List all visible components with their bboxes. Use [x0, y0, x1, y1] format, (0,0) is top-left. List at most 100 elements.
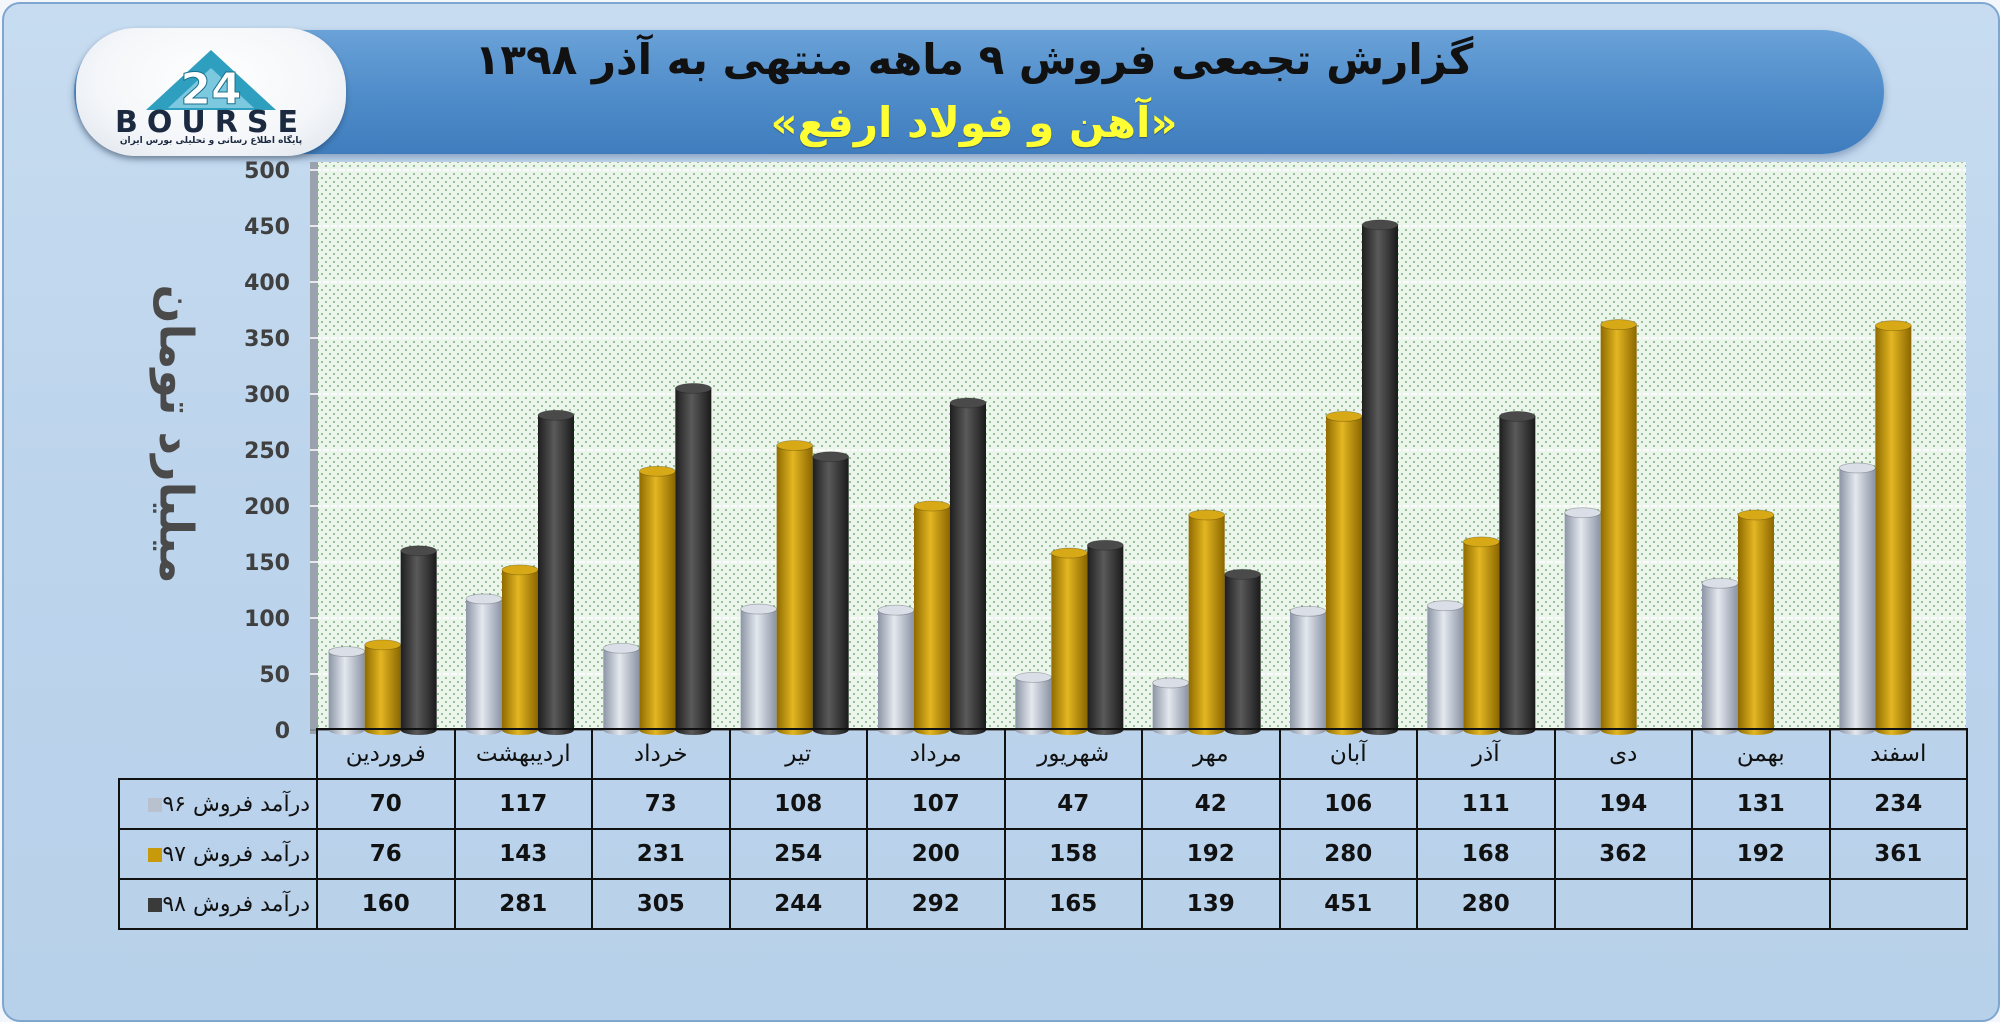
y-tick-label: 500 [244, 159, 290, 184]
bar-body [1188, 514, 1225, 730]
bar-top [1462, 536, 1500, 548]
bar-top [1361, 219, 1399, 231]
data-table: فروردین اردیبهشت خرداد تیر مرداد شهریور مهر آبا… [118, 728, 1968, 930]
bar-body [675, 388, 712, 730]
bourse-logo: 24 [76, 28, 346, 156]
data-label: 42 [1141, 778, 1281, 830]
data-label: 280 [1416, 878, 1556, 930]
bar-body [538, 415, 574, 730]
legend-swatch [148, 847, 163, 862]
bar-top [1086, 539, 1124, 551]
y-tick-label: 450 [244, 215, 290, 240]
x-tick-label: دی [1553, 728, 1693, 780]
bar [1188, 509, 1226, 735]
x-tick-label: خرداد [591, 728, 731, 780]
bar-top [501, 564, 539, 576]
bar-body [1290, 611, 1326, 730]
bar-body [1875, 325, 1912, 730]
data-label: 192 [1691, 828, 1831, 880]
data-label: 451 [1278, 878, 1418, 930]
bar-body [1564, 512, 1601, 730]
data-label: 73 [591, 778, 731, 830]
x-tick-label: شهریور [1003, 728, 1143, 780]
bar-top [537, 409, 575, 421]
bar [1152, 677, 1190, 735]
data-label: 361 [1828, 828, 1968, 880]
bar [465, 593, 503, 735]
x-tick-label: اسفند [1828, 728, 1968, 780]
title-banner [74, 30, 1884, 154]
data-label: 76 [316, 828, 456, 880]
24-bourse-logo-icon: 24 [146, 50, 276, 116]
bar-top [1152, 677, 1190, 689]
bar [1086, 539, 1124, 735]
x-tick-label: تیر [728, 728, 868, 780]
bar [1224, 568, 1262, 735]
data-label: 108 [728, 778, 868, 830]
table-row: درآمد فروش ۹۷ 76 143 231 254 200 158 192 280 168 3… [118, 828, 1968, 880]
bar-top [465, 593, 503, 605]
data-label: 254 [728, 828, 868, 880]
bar [1289, 605, 1327, 735]
bar-top [638, 465, 676, 477]
y-tick-label: 150 [244, 551, 290, 576]
data-label: 280 [1278, 828, 1418, 880]
chart-subtitle: «آهن و فولاد ارفع» [770, 98, 1178, 147]
bar-body [1015, 677, 1052, 730]
bar-body [603, 648, 640, 730]
bar-top [1014, 671, 1052, 683]
data-label: 234 [1828, 778, 1968, 830]
data-label [1691, 878, 1831, 930]
bar [638, 465, 676, 735]
bar [1498, 410, 1536, 735]
plot-side-wall [310, 162, 318, 734]
bar [1325, 410, 1363, 735]
logo-wordmark: BOURSE [115, 105, 307, 140]
bar-top [740, 603, 778, 615]
legend-entry: درآمد فروش ۹۶ [118, 778, 318, 830]
legend-swatch [148, 797, 163, 812]
bar-top [1498, 410, 1536, 422]
data-label: 305 [591, 878, 731, 930]
bar [1462, 536, 1500, 735]
bar-top [1874, 320, 1912, 332]
bar-top [328, 646, 366, 657]
plot-background [312, 162, 1966, 730]
bar [328, 646, 366, 735]
data-label: 117 [453, 778, 593, 830]
data-label: 200 [866, 828, 1006, 880]
bar-body [502, 569, 538, 730]
bar-top [1289, 605, 1327, 617]
data-label: 131 [1691, 778, 1831, 830]
bar-top [1838, 462, 1876, 474]
legend-entry: درآمد فروش ۹۷ [118, 828, 318, 880]
y-tick-label: 350 [244, 327, 290, 352]
bar-body [1702, 583, 1738, 730]
bar-top [1325, 410, 1363, 422]
bar-top [812, 451, 850, 463]
legend-label: درآمد فروش ۹۸ [162, 891, 310, 917]
bar-body [1087, 545, 1124, 730]
legend-label: درآمد فروش ۹۶ [162, 791, 310, 817]
data-label: 192 [1141, 828, 1281, 880]
svg-text:24: 24 [180, 64, 241, 115]
bar-body [776, 445, 813, 730]
chart-title: گزارش تجمعی فروش ۹ ماهه منتهی به آذر ۱۳۹… [474, 35, 1474, 84]
x-tick-label: آبان [1278, 728, 1418, 780]
data-label: 244 [728, 878, 868, 930]
data-label: 160 [316, 878, 456, 930]
data-label: 107 [866, 778, 1006, 830]
bar [812, 451, 850, 735]
x-tick-label: اردیبهشت [453, 728, 593, 780]
bar-top [776, 440, 814, 451]
data-label: 194 [1553, 778, 1693, 830]
bar-top [913, 500, 951, 512]
bar-top [1701, 577, 1739, 589]
bar-body [1738, 514, 1774, 730]
bar-body [1463, 541, 1500, 730]
bar [1564, 507, 1602, 735]
bar-body [1362, 224, 1398, 730]
legend-label: درآمد فروش ۹۷ [162, 841, 310, 867]
bar-top [1224, 568, 1262, 580]
bar [877, 604, 915, 735]
